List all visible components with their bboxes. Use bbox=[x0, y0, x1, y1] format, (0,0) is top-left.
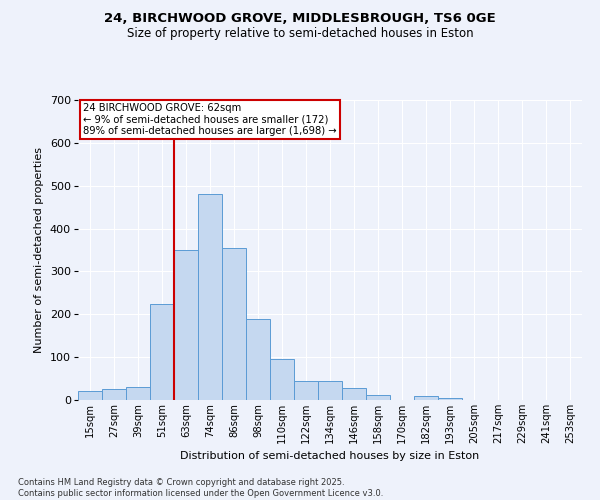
Bar bbox=[294, 380, 318, 400]
Bar bbox=[366, 395, 390, 400]
Bar bbox=[342, 388, 366, 400]
Y-axis label: Number of semi-detached properties: Number of semi-detached properties bbox=[34, 147, 44, 353]
Bar bbox=[174, 250, 198, 400]
Bar bbox=[222, 248, 246, 400]
X-axis label: Distribution of semi-detached houses by size in Eston: Distribution of semi-detached houses by … bbox=[181, 452, 479, 462]
Bar bbox=[198, 194, 222, 400]
Text: Size of property relative to semi-detached houses in Eston: Size of property relative to semi-detach… bbox=[127, 28, 473, 40]
Text: Contains HM Land Registry data © Crown copyright and database right 2025.
Contai: Contains HM Land Registry data © Crown c… bbox=[18, 478, 383, 498]
Bar bbox=[318, 380, 342, 400]
Text: 24 BIRCHWOOD GROVE: 62sqm
← 9% of semi-detached houses are smaller (172)
89% of : 24 BIRCHWOOD GROVE: 62sqm ← 9% of semi-d… bbox=[83, 103, 337, 136]
Bar bbox=[150, 304, 174, 400]
Bar bbox=[78, 392, 102, 400]
Text: 24, BIRCHWOOD GROVE, MIDDLESBROUGH, TS6 0GE: 24, BIRCHWOOD GROVE, MIDDLESBROUGH, TS6 … bbox=[104, 12, 496, 26]
Bar bbox=[270, 360, 294, 400]
Bar bbox=[126, 387, 150, 400]
Bar bbox=[414, 396, 438, 400]
Bar bbox=[246, 318, 270, 400]
Bar bbox=[438, 398, 462, 400]
Bar bbox=[102, 390, 126, 400]
